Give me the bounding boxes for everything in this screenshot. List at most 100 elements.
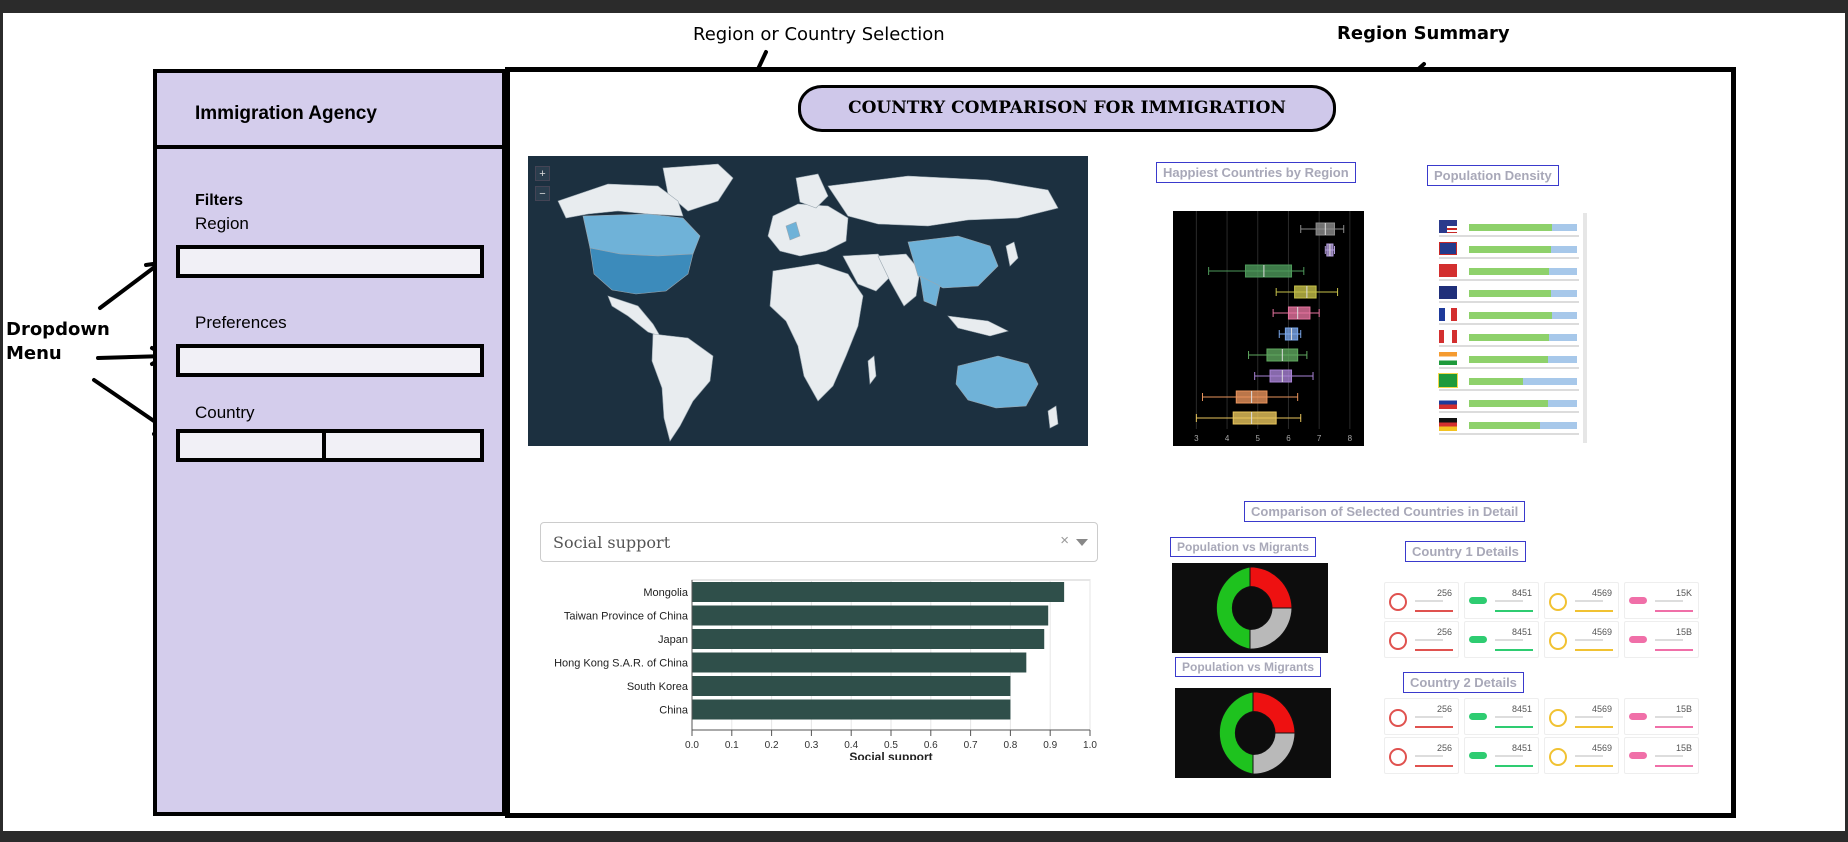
us-flag-icon xyxy=(1439,220,1457,233)
donut-slice-grey xyxy=(1249,607,1293,650)
density-bar-track xyxy=(1469,422,1577,429)
chevron-down-icon[interactable] xyxy=(1076,539,1088,546)
stat-caption-line xyxy=(1655,755,1683,757)
stat-value: 15K xyxy=(1675,588,1692,598)
stat-caption-line xyxy=(1415,639,1443,641)
stat-caption-line xyxy=(1415,755,1443,757)
box-tick-label: 3 xyxy=(1194,434,1199,443)
sidebar: Immigration Agency Filters Region Prefer… xyxy=(153,69,506,816)
x-tick-label: 1.0 xyxy=(1083,740,1097,751)
bar-category-label: China xyxy=(659,705,689,717)
bar-5 xyxy=(692,699,1011,720)
density-row-divider xyxy=(1439,433,1579,435)
donut-slice-green xyxy=(1218,691,1254,775)
stat-card: 256 xyxy=(1384,582,1459,619)
progress-ring-icon xyxy=(1389,593,1407,611)
country-2-details-label: Country 2 Details xyxy=(1403,672,1524,693)
population-density-label: Population Density xyxy=(1427,165,1559,186)
bar-category-label: South Korea xyxy=(627,681,689,693)
bar-0 xyxy=(692,582,1065,602)
progress-ring-icon xyxy=(1549,709,1567,727)
filters-heading: Filters xyxy=(195,192,244,209)
population-density-panel xyxy=(1431,213,1587,443)
country-dropdown[interactable] xyxy=(176,429,484,462)
progress-ring-icon xyxy=(1389,709,1407,727)
social-support-select[interactable]: Social support × xyxy=(540,522,1098,562)
stat-value: 4569 xyxy=(1591,627,1612,637)
region-dropdown[interactable] xyxy=(176,245,484,278)
x-tick-label: 0.2 xyxy=(765,740,779,751)
stat-card: 256 xyxy=(1384,737,1459,774)
clear-icon[interactable]: × xyxy=(1060,532,1069,549)
progress-ring-icon xyxy=(1549,632,1567,650)
australia-flag-icon xyxy=(1439,286,1457,299)
status-pill-icon xyxy=(1469,713,1487,720)
density-row-divider xyxy=(1439,257,1579,259)
status-pill-icon xyxy=(1469,636,1487,643)
density-bar-track xyxy=(1469,246,1577,253)
stat-card: 4569 xyxy=(1544,737,1619,774)
stat-progress-bar xyxy=(1415,610,1453,612)
stat-progress-bar xyxy=(1495,765,1533,767)
density-row xyxy=(1439,351,1579,369)
density-bar-track xyxy=(1469,400,1577,407)
bar-category-label: Hong Kong S.A.R. of China xyxy=(554,658,689,670)
box-tick-label: 6 xyxy=(1286,434,1291,443)
progress-ring-icon xyxy=(1389,632,1407,650)
stat-progress-bar xyxy=(1575,649,1613,651)
x-tick-label: 0.1 xyxy=(725,740,739,751)
density-row-divider xyxy=(1439,411,1579,413)
bar-category-label: Japan xyxy=(658,634,688,646)
bar-category-label: Mongolia xyxy=(643,587,689,599)
donut-svg-2 xyxy=(1218,691,1296,775)
social-support-bar-chart: 0.0 0.1 0.2 0.3 0.4 0.5 0.6 0.7 0.8 0.9 1.0 Mongoli… xyxy=(554,579,1097,760)
progress-ring-icon xyxy=(1549,593,1567,611)
box-0 xyxy=(1300,222,1345,236)
world-map[interactable]: + − xyxy=(528,156,1088,446)
right-frame-edge xyxy=(1845,13,1848,831)
stat-caption-line xyxy=(1655,600,1683,602)
box-9 xyxy=(1195,411,1302,425)
density-row-divider xyxy=(1439,367,1579,369)
stat-progress-bar xyxy=(1575,726,1613,728)
density-bar-track xyxy=(1469,268,1577,275)
france-flag-icon xyxy=(1439,308,1457,321)
stat-card: 8451 xyxy=(1464,621,1539,658)
stat-card: 8451 xyxy=(1464,737,1539,774)
country-1-details-label: Country 1 Details xyxy=(1405,541,1526,562)
stat-card: 8451 xyxy=(1464,582,1539,619)
stat-caption-line xyxy=(1575,600,1603,602)
map-zoom-out-button[interactable]: − xyxy=(535,186,550,201)
annotation-dropdown: Dropdown Menu xyxy=(6,319,110,364)
stat-caption-line xyxy=(1495,600,1523,602)
box-3 xyxy=(1275,285,1339,299)
map-zoom-in-button[interactable]: + xyxy=(535,166,550,181)
bar-1 xyxy=(692,605,1049,626)
density-bar-fill xyxy=(1469,224,1553,231)
donut-svg-1 xyxy=(1215,566,1293,650)
stat-caption-line xyxy=(1495,755,1523,757)
brazil-flag-icon xyxy=(1438,373,1458,388)
x-axis-label: Social support xyxy=(849,750,932,760)
stat-caption-line xyxy=(1415,716,1443,718)
box-2 xyxy=(1208,264,1305,278)
box-4 xyxy=(1272,306,1320,320)
stat-value: 4569 xyxy=(1591,588,1612,598)
donut-slice-red xyxy=(1249,566,1293,609)
stat-progress-bar xyxy=(1655,610,1693,612)
donut-title-2: Population vs Migrants xyxy=(1175,657,1322,677)
preferences-dropdown[interactable] xyxy=(176,344,484,377)
stat-card: 8451 xyxy=(1464,698,1539,735)
stat-progress-bar xyxy=(1655,765,1693,767)
density-bar-track xyxy=(1469,290,1577,297)
density-bar-fill xyxy=(1469,246,1552,253)
region-label: Region xyxy=(195,214,249,233)
box-5 xyxy=(1278,327,1302,341)
annotation-summary: Region Summary xyxy=(1337,23,1510,44)
preferences-label: Preferences xyxy=(195,313,287,332)
density-bar-fill xyxy=(1469,334,1549,341)
russia-flag-icon xyxy=(1439,396,1457,409)
stat-caption-line xyxy=(1575,639,1603,641)
stat-value: 8451 xyxy=(1511,743,1532,753)
x-tick-label: 0.0 xyxy=(685,740,699,751)
